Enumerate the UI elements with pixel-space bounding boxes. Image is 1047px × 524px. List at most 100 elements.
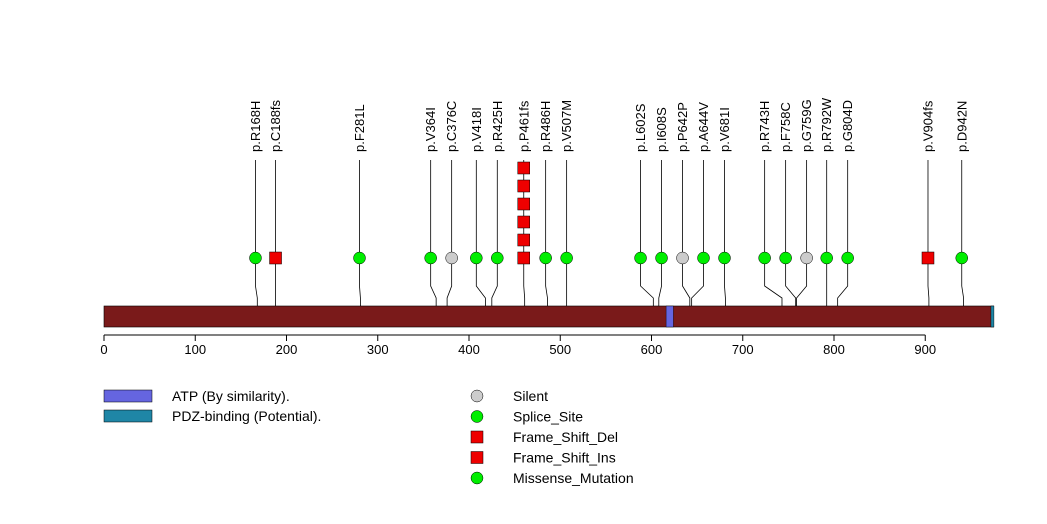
marker-pP642P-1[interactable] (676, 251, 689, 265)
protein-domains (665, 305, 995, 328)
mutation-label-pA644V: p.A644V (696, 102, 711, 152)
stem-pV418I (475, 160, 486, 327)
stem-pG759G (796, 160, 808, 327)
marker-pC376C-1[interactable] (445, 251, 458, 265)
marker-pA644V-1[interactable] (697, 251, 710, 265)
stem-pP642P (682, 160, 691, 327)
mutation-label-pC188fs: p.C188fs (268, 99, 283, 152)
domain-legend-swatch-1 (103, 389, 153, 403)
domain-1 (665, 305, 674, 328)
mutation-label-pG804D: p.G804D (840, 100, 855, 152)
legend-swatch-frame_shift_del (470, 430, 484, 444)
mutation-label-pD942N: p.D942N (954, 101, 969, 152)
domain-legend: ATP (By similarity). PDZ-binding (Potenti… (103, 388, 321, 424)
x-tick-label-800: 800 (823, 342, 845, 357)
marker-pP461fs-2[interactable] (517, 233, 530, 247)
marker-pF758C-1[interactable] (779, 251, 792, 265)
mutation-label-pV904fs: p.V904fs (920, 100, 935, 152)
mutation-label-pR425H: p.R425H (490, 101, 505, 152)
marker-pF281L-1[interactable] (353, 251, 366, 265)
stem-pR486H (545, 160, 548, 327)
stem-pV681I (724, 160, 726, 327)
marker-pR743H-1[interactable] (758, 251, 771, 265)
mutation-label-pI608S: p.I608S (654, 107, 669, 152)
legend-label-splice_site: Splice_Site (513, 409, 583, 425)
stem-pA644V (691, 160, 704, 327)
legend-swatch-frame_shift_ins (470, 451, 484, 464)
mutation-label-pV364I: p.V364I (423, 107, 438, 152)
marker-pI608S-1[interactable] (655, 251, 668, 265)
marker-pP461fs-1[interactable] (517, 251, 530, 265)
legend-label-frame_shift_del: Frame_Shift_Del (513, 429, 618, 445)
x-tick-label-600: 600 (641, 342, 663, 357)
x-tick-label-300: 300 (367, 342, 389, 357)
marker-pP461fs-6[interactable] (517, 161, 530, 175)
mutation-label-pC376C: p.C376C (444, 101, 459, 152)
mutation-label-pG759G: p.G759G (799, 99, 814, 152)
marker-pR792W-1[interactable] (820, 251, 833, 265)
mutation-label-pV681I: p.V681I (717, 107, 732, 152)
stem-pG804D (837, 160, 849, 327)
mutation-type-legend: Silent Splice_Site Frame_Shift_Del Frame_Sh… (470, 388, 634, 486)
legend-swatch-missense_mutation (470, 471, 484, 485)
mutation-stems (255, 160, 964, 327)
domain-legend-label-1: ATP (By similarity). (172, 388, 290, 404)
stem-pR743H (764, 160, 783, 327)
mutation-label-pF281L: p.F281L (352, 104, 367, 152)
x-tick-label-900: 900 (914, 342, 936, 357)
stem-pD942N (961, 160, 964, 327)
marker-pR425H-1[interactable] (491, 251, 504, 265)
stem-pC376C (446, 160, 453, 327)
stem-pR168H (255, 160, 258, 327)
x-axis: 0 100 200 300 400 500 600 700 800 900 (100, 334, 936, 357)
marker-pD942N-1[interactable] (955, 251, 968, 265)
x-tick-label-100: 100 (184, 342, 206, 357)
legend-swatch-splice_site (470, 410, 484, 423)
legend-label-missense_mutation: Missense_Mutation (513, 470, 634, 486)
x-tick-label-700: 700 (732, 342, 754, 357)
mutation-label-pR168H: p.R168H (248, 101, 263, 152)
stem-pV364I (430, 160, 437, 327)
marker-pV904fs-1[interactable] (921, 251, 935, 265)
stem-pF281L (359, 160, 361, 327)
mutation-label-pV418I: p.V418I (469, 107, 484, 152)
marker-pV681I-1[interactable] (718, 251, 731, 265)
marker-pV364I-1[interactable] (424, 251, 437, 265)
mutation-label-pR486H: p.R486H (538, 101, 553, 152)
marker-pG759G-1[interactable] (800, 251, 813, 265)
marker-pP461fs-4[interactable] (517, 197, 530, 211)
x-tick-label-0: 0 (100, 342, 107, 357)
mutation-label-pP461fs: p.P461fs (516, 100, 531, 152)
legend-swatch-silent (470, 389, 484, 403)
mutation-markers (249, 161, 968, 265)
domain-2 (990, 305, 995, 328)
mutation-label-pF758C: p.F758C (778, 102, 793, 152)
stem-pV904fs (927, 160, 930, 327)
x-tick-label-200: 200 (276, 342, 298, 357)
legend-label-frame_shift_ins: Frame_Shift_Ins (513, 450, 616, 466)
marker-pV418I-1[interactable] (470, 251, 483, 265)
mutation-label-pL602S: p.L602S (633, 103, 648, 152)
mutation-label-pR743H: p.R743H (757, 101, 772, 152)
marker-pL602S-1[interactable] (634, 251, 647, 265)
marker-pC188fs-1[interactable] (269, 251, 282, 265)
marker-pR168H-1[interactable] (249, 251, 262, 265)
marker-pG804D-1[interactable] (841, 251, 854, 265)
domain-legend-swatch-2 (103, 409, 153, 423)
mutation-labels: p.R168H p.C188fs p.F281L p.V364I p.C376C p.V4… (248, 97, 969, 152)
legend-label-silent: Silent (513, 388, 548, 404)
stem-pR425H (491, 160, 498, 327)
mutation-label-pV507M: p.V507M (559, 100, 574, 152)
x-tick-label-500: 500 (549, 342, 571, 357)
stem-pI608S (658, 160, 662, 327)
mutation-label-pR792W: p.R792W (819, 97, 834, 152)
marker-pR486H-1[interactable] (539, 251, 552, 265)
domain-legend-label-2: PDZ-binding (Potential). (172, 408, 321, 424)
stem-pL602S (640, 160, 654, 327)
marker-pV507M-1[interactable] (560, 251, 573, 265)
marker-pP461fs-3[interactable] (517, 215, 530, 229)
protein-backbone (103, 305, 995, 328)
marker-pP461fs-5[interactable] (517, 179, 530, 193)
x-tick-label-400: 400 (458, 342, 480, 357)
